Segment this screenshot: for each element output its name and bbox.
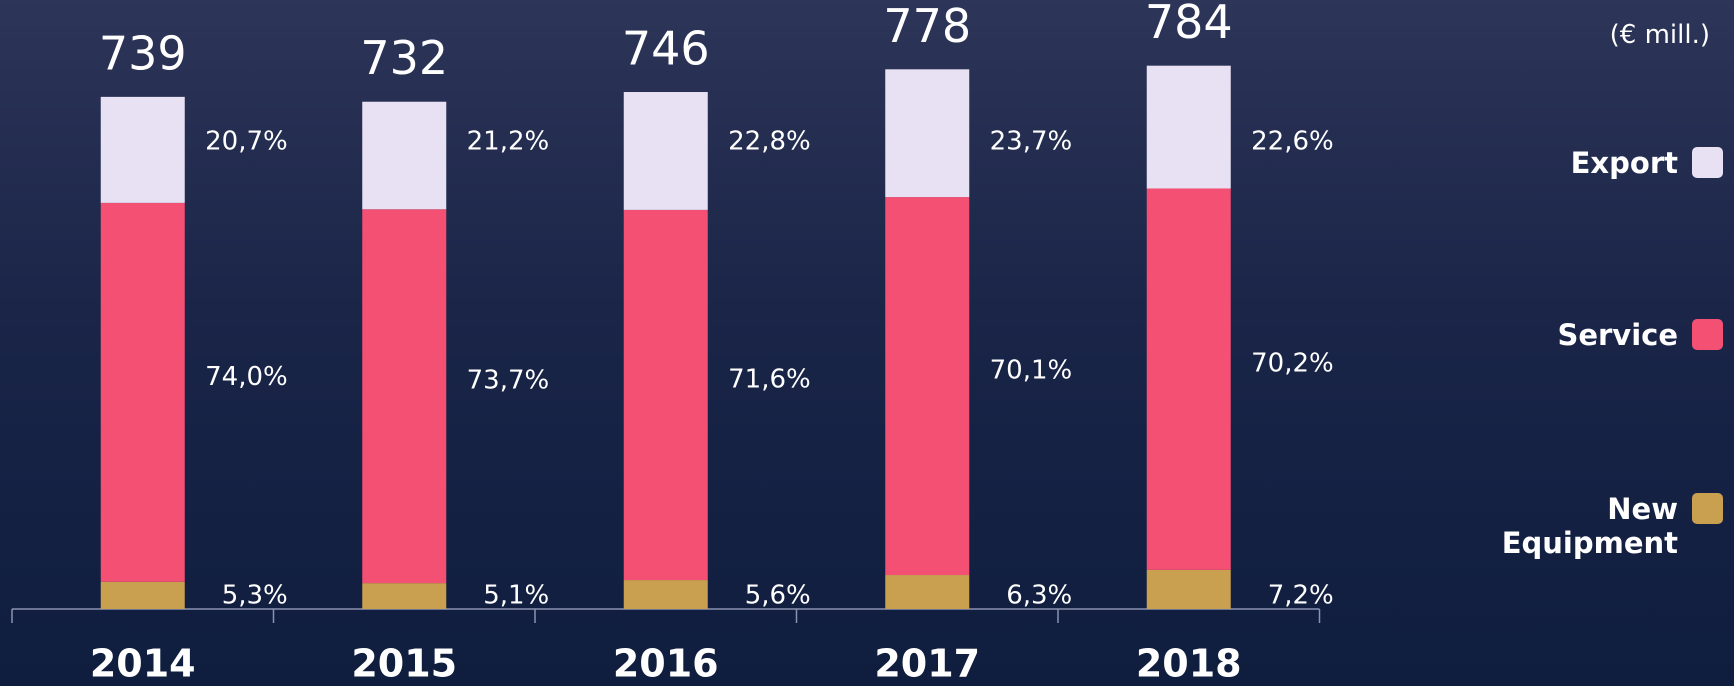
x-tick-label: 2014 bbox=[90, 642, 196, 686]
bar-segment bbox=[362, 209, 446, 583]
total-label: 746 bbox=[622, 22, 710, 76]
legend-swatch bbox=[1692, 319, 1723, 350]
x-tick-label: 2018 bbox=[1136, 642, 1242, 686]
legend-label: Service bbox=[1488, 318, 1678, 352]
total-label: 784 bbox=[1145, 0, 1233, 49]
bar-segment bbox=[1147, 570, 1231, 609]
bar-segment bbox=[101, 582, 185, 609]
value-label: 70,1% bbox=[990, 356, 1073, 386]
value-label: 5,1% bbox=[483, 581, 549, 611]
value-label: 20,7% bbox=[205, 127, 288, 157]
x-tick-label: 2017 bbox=[874, 642, 980, 686]
value-label: 5,6% bbox=[745, 581, 811, 611]
bar-segment bbox=[624, 92, 708, 210]
value-label: 7,2% bbox=[1268, 581, 1334, 611]
value-label: 22,8% bbox=[728, 127, 811, 157]
legend-swatch bbox=[1692, 147, 1723, 178]
total-label: 778 bbox=[883, 0, 971, 53]
x-tick-label: 2015 bbox=[351, 642, 457, 686]
x-tick-label: 2016 bbox=[613, 642, 719, 686]
value-label: 22,6% bbox=[1251, 127, 1334, 157]
bar-segment bbox=[1147, 188, 1231, 569]
chart: 5,3% 74,0% 20,7% 739 2014 5,1% 73,7% 21,2% 732 20… bbox=[0, 0, 1734, 686]
value-label: 73,7% bbox=[467, 366, 550, 396]
value-label: 6,3% bbox=[1006, 581, 1072, 611]
bar-segment bbox=[101, 203, 185, 582]
bar-segment bbox=[624, 210, 708, 580]
page: (€ mill.) 5,3%74,0%20,7%73920145,1%73,7%… bbox=[0, 0, 1734, 686]
bar-segment bbox=[624, 580, 708, 609]
legend-swatch bbox=[1692, 493, 1723, 524]
bar-segment bbox=[885, 197, 969, 575]
legend-label: Export bbox=[1488, 146, 1678, 180]
value-label: 70,2% bbox=[1251, 349, 1334, 379]
value-label: 71,6% bbox=[728, 364, 811, 394]
total-label: 739 bbox=[99, 26, 187, 80]
value-label: 23,7% bbox=[990, 127, 1073, 157]
bar-segment bbox=[101, 97, 185, 203]
bar-segment bbox=[362, 583, 446, 609]
value-label: 21,2% bbox=[467, 127, 550, 157]
total-label: 732 bbox=[360, 31, 448, 85]
value-label: 74,0% bbox=[205, 362, 288, 392]
bar-segment bbox=[885, 69, 969, 197]
bar-segment bbox=[1147, 66, 1231, 189]
bar-segment bbox=[885, 575, 969, 609]
bar-segment bbox=[362, 102, 446, 210]
legend-label: New Equipment bbox=[1488, 492, 1678, 560]
value-label: 5,3% bbox=[222, 581, 288, 611]
